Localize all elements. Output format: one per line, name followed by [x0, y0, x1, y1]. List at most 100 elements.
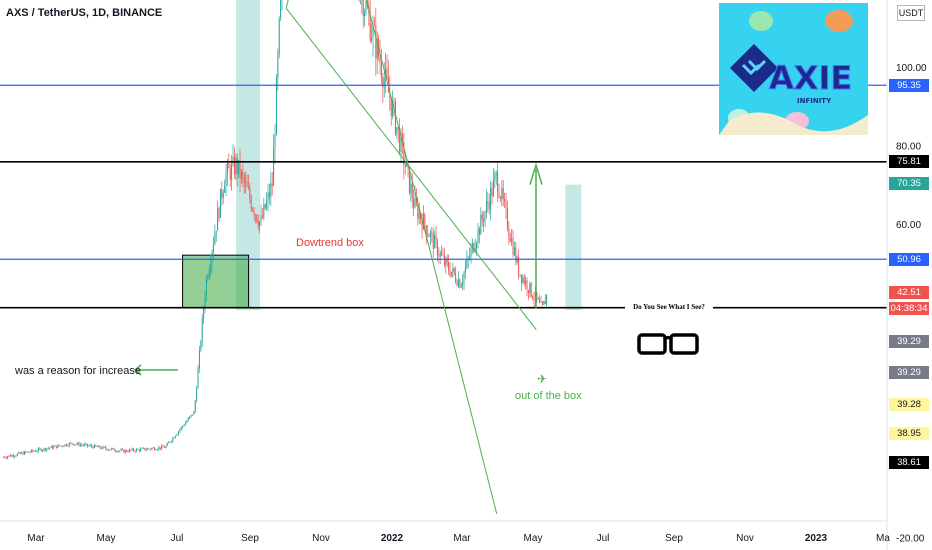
price-tag: 04:38:34 [889, 301, 929, 315]
candle-body [379, 56, 381, 64]
candle-body [100, 447, 102, 449]
candle-body [86, 443, 88, 446]
candle-body [505, 201, 507, 208]
candle-body [474, 248, 476, 252]
accumulation-box [182, 254, 250, 309]
candle-body [93, 445, 95, 449]
candle-body [527, 290, 529, 294]
candle-body [15, 455, 17, 457]
x-tick-label: Ma [876, 533, 890, 544]
candle-body [201, 318, 203, 342]
price-tag: 39.29 [889, 366, 929, 380]
candle-body [441, 252, 443, 255]
candle-body [96, 446, 98, 448]
candle-body [504, 199, 506, 202]
target-box [565, 184, 582, 311]
candle-body [187, 418, 189, 421]
candle-body [254, 214, 256, 216]
candle-body [385, 68, 387, 78]
price-tag: 38.61 [889, 456, 929, 470]
candle-body [446, 258, 448, 263]
axie-logo-art: AXIE INFINITY [719, 10, 868, 135]
candle-body [243, 176, 245, 184]
candle-body [249, 188, 251, 199]
candle-body [54, 445, 56, 447]
candle-body [18, 452, 20, 454]
candle-body [110, 448, 112, 450]
candle-body [131, 448, 133, 451]
candle-body [270, 183, 272, 198]
candle-body [116, 451, 118, 452]
candle-body [495, 172, 497, 176]
candle-body [196, 388, 198, 401]
candle-body [145, 449, 147, 451]
candle-body [142, 447, 144, 449]
candle-body [130, 449, 132, 451]
candle-body [22, 452, 24, 455]
candle-body [532, 296, 534, 299]
candle-body [533, 298, 535, 300]
candle-body [147, 448, 149, 450]
candle-body [266, 200, 268, 209]
candle-body [63, 446, 65, 447]
candle-body [415, 197, 417, 204]
candle-body [365, 1, 367, 12]
candle-body [488, 203, 490, 210]
candle-body [168, 442, 170, 444]
candle-body [40, 448, 42, 452]
x-tick-label: Nov [736, 533, 754, 544]
candle-body [394, 101, 396, 134]
candle-body [424, 214, 426, 226]
candle-body [235, 157, 237, 175]
candle-body [466, 259, 468, 268]
candle-body [32, 449, 34, 452]
candle-body [77, 442, 79, 445]
candle-body [509, 235, 511, 242]
glasses-title: Do You See What I See? [633, 303, 705, 311]
candle-body [169, 442, 171, 443]
candle-body [393, 101, 395, 102]
channel-edge-line [285, 0, 289, 9]
candle-body [210, 263, 212, 271]
candle-body [172, 437, 174, 442]
out-of-box-label: out of the box [515, 390, 582, 402]
candle-body [239, 160, 241, 179]
candle-body [7, 456, 9, 458]
candle-body [256, 214, 258, 222]
candle-body [154, 447, 156, 450]
candle-body [513, 247, 515, 255]
candle-body [109, 449, 111, 451]
candle-body [259, 221, 261, 227]
candle-body [135, 449, 137, 452]
candle-body [81, 444, 83, 446]
y-tick-label: 80.00 [896, 141, 921, 152]
candle-body [404, 164, 406, 167]
candle-body [92, 446, 94, 449]
candle-body [406, 162, 408, 167]
candle-body [471, 243, 473, 249]
candle-body [176, 434, 178, 436]
candle-body [103, 446, 105, 448]
candle-body [386, 68, 388, 78]
candle-body [119, 450, 121, 452]
candle-body [137, 449, 139, 450]
candle-body [233, 156, 235, 175]
candle-body [65, 444, 67, 446]
downtrend-label: Dowtrend box [296, 237, 364, 249]
candle-body [105, 447, 107, 449]
candle-body [74, 444, 76, 446]
candle-body [215, 230, 217, 234]
candle-body [431, 232, 433, 234]
price-tag: 70.35 [889, 176, 929, 190]
candle-body [448, 262, 450, 271]
candle-body [39, 448, 41, 450]
x-tick-label: Jul [597, 533, 610, 544]
candle-body [50, 446, 52, 448]
currency-button[interactable]: USDT [897, 5, 925, 21]
candle-body [91, 445, 93, 447]
candle-body [492, 180, 494, 197]
candle-body [225, 173, 227, 187]
candle-body [229, 168, 231, 180]
